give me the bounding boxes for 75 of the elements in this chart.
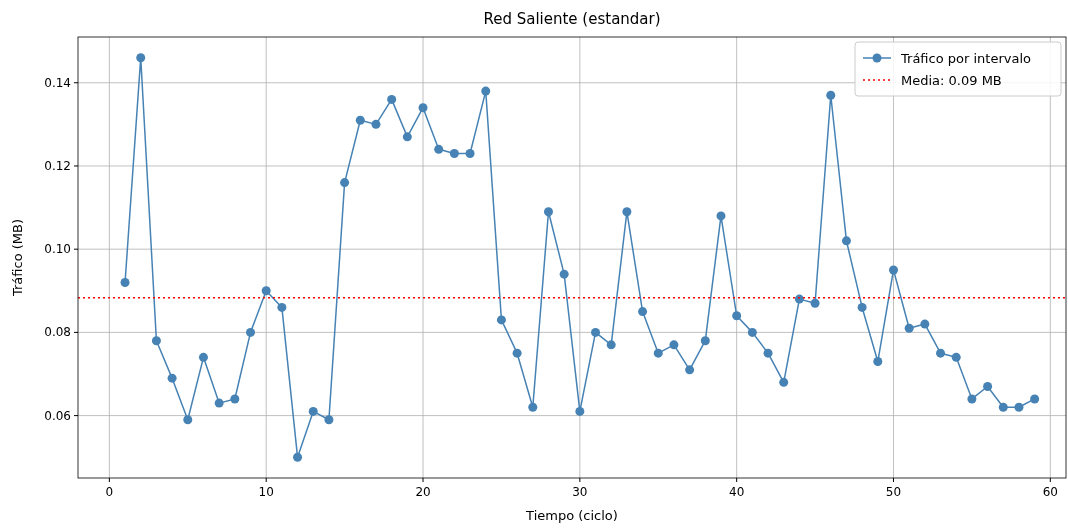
legend-label: Media: 0.09 MB bbox=[901, 72, 1002, 88]
point bbox=[183, 415, 193, 425]
y-tick-label: 0.08 bbox=[44, 325, 71, 340]
legend-label: Tráfico por intervalo bbox=[900, 50, 1032, 66]
point bbox=[340, 178, 350, 188]
point bbox=[983, 381, 993, 391]
point bbox=[402, 132, 412, 142]
y-axis-title: Tráfico (MB) bbox=[10, 218, 25, 298]
point bbox=[198, 352, 208, 362]
x-tick-label: 20 bbox=[415, 485, 431, 499]
x-axis-title: Tiempo (ciclo) bbox=[525, 508, 618, 523]
y-tick-label: 0.10 bbox=[44, 242, 71, 257]
x-tick-label: 30 bbox=[572, 485, 588, 499]
point bbox=[857, 302, 867, 312]
point bbox=[136, 53, 146, 63]
point bbox=[120, 277, 130, 287]
point bbox=[685, 365, 695, 375]
point bbox=[575, 406, 585, 416]
point bbox=[246, 327, 256, 337]
point bbox=[1030, 394, 1040, 404]
point bbox=[167, 373, 177, 383]
y-tick-label: 0.12 bbox=[44, 158, 71, 173]
chart-title: Red Saliente (estandar) bbox=[483, 10, 661, 28]
point bbox=[747, 327, 757, 337]
point bbox=[293, 452, 303, 462]
point bbox=[214, 398, 224, 408]
point bbox=[841, 236, 851, 246]
point bbox=[779, 377, 789, 387]
point bbox=[732, 311, 742, 321]
point bbox=[528, 402, 538, 412]
point bbox=[277, 302, 287, 312]
point bbox=[763, 348, 773, 358]
point bbox=[355, 115, 365, 125]
point bbox=[496, 315, 506, 325]
x-tick-label: 10 bbox=[258, 485, 274, 499]
x-tick-label: 40 bbox=[729, 485, 745, 499]
point bbox=[449, 148, 459, 158]
point bbox=[888, 265, 898, 275]
point bbox=[559, 269, 569, 279]
point bbox=[543, 207, 553, 217]
point bbox=[481, 86, 491, 96]
point bbox=[873, 357, 883, 367]
point bbox=[700, 336, 710, 346]
point bbox=[622, 207, 632, 217]
point bbox=[936, 348, 946, 358]
point bbox=[951, 352, 961, 362]
point bbox=[591, 327, 601, 337]
y-tick-label: 0.14 bbox=[44, 75, 71, 90]
point bbox=[904, 323, 914, 333]
point bbox=[716, 211, 726, 221]
point bbox=[230, 394, 240, 404]
point bbox=[920, 319, 930, 329]
point bbox=[324, 415, 334, 425]
point bbox=[810, 298, 820, 308]
y-tick-label: 0.06 bbox=[44, 408, 71, 423]
point bbox=[669, 340, 679, 350]
point bbox=[261, 286, 271, 296]
point bbox=[434, 144, 444, 154]
point bbox=[653, 348, 663, 358]
point bbox=[371, 119, 381, 129]
point bbox=[308, 406, 318, 416]
x-tick-label: 0 bbox=[105, 485, 114, 499]
point bbox=[151, 336, 161, 346]
point bbox=[512, 348, 522, 358]
point bbox=[967, 394, 977, 404]
point bbox=[606, 340, 616, 350]
point bbox=[638, 307, 648, 317]
point bbox=[998, 402, 1008, 412]
point bbox=[1014, 402, 1024, 412]
point bbox=[465, 148, 475, 158]
x-tick-label: 60 bbox=[1042, 485, 1058, 499]
x-tick-label: 50 bbox=[885, 485, 902, 499]
point bbox=[387, 94, 397, 104]
point bbox=[826, 90, 836, 100]
point bbox=[418, 103, 428, 113]
